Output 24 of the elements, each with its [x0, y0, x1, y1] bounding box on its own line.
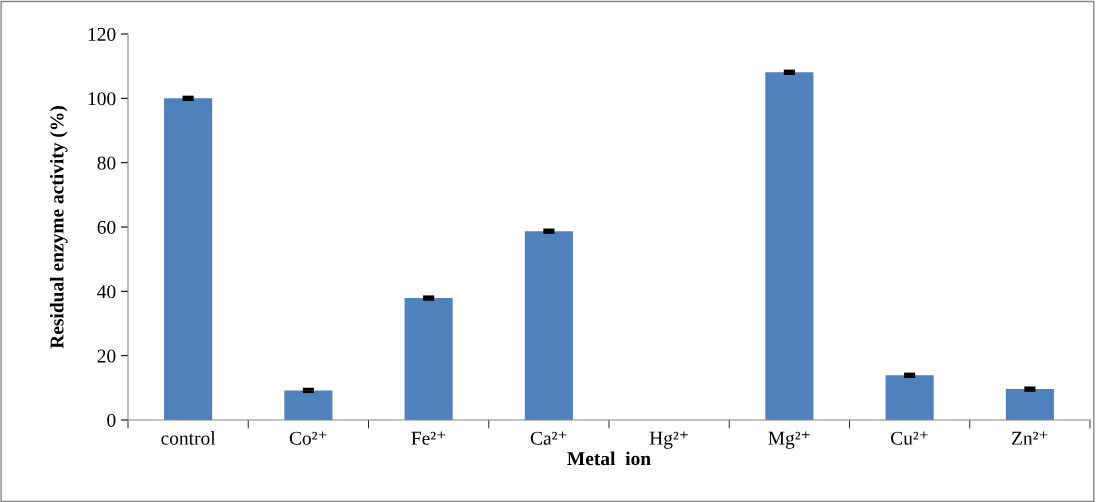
- y-tick-label: 100: [88, 92, 116, 106]
- y-tick-label: 80: [97, 156, 116, 170]
- y-axis-title: Residual enzyme activity (%): [49, 106, 68, 349]
- x-tick-label: Cu²⁺: [891, 431, 928, 445]
- y-tick-label: 0: [107, 413, 116, 427]
- x-tick-label: Mg²⁺: [768, 431, 810, 449]
- bar: [1005, 389, 1054, 420]
- x-tick-label: Ca²⁺: [530, 431, 567, 445]
- bar: [404, 298, 453, 420]
- x-tick-label: control: [161, 431, 216, 445]
- bar: [284, 390, 333, 420]
- y-tick-label: 60: [97, 220, 116, 234]
- bar: [885, 375, 934, 420]
- y-tick-label: 120: [88, 27, 116, 41]
- y-tick-label: 20: [97, 349, 116, 363]
- bar: [524, 231, 573, 420]
- x-tick-label: Co²⁺: [289, 431, 327, 445]
- y-tick-label: 40: [97, 285, 116, 299]
- x-tick-label: Fe²⁺: [411, 431, 446, 445]
- x-tick-label: Zn²⁺: [1011, 431, 1048, 445]
- bar: [765, 72, 814, 420]
- x-axis-title: Metal ion: [567, 451, 651, 466]
- x-tick-label: Hg²⁺: [649, 431, 688, 449]
- bar: [164, 98, 213, 420]
